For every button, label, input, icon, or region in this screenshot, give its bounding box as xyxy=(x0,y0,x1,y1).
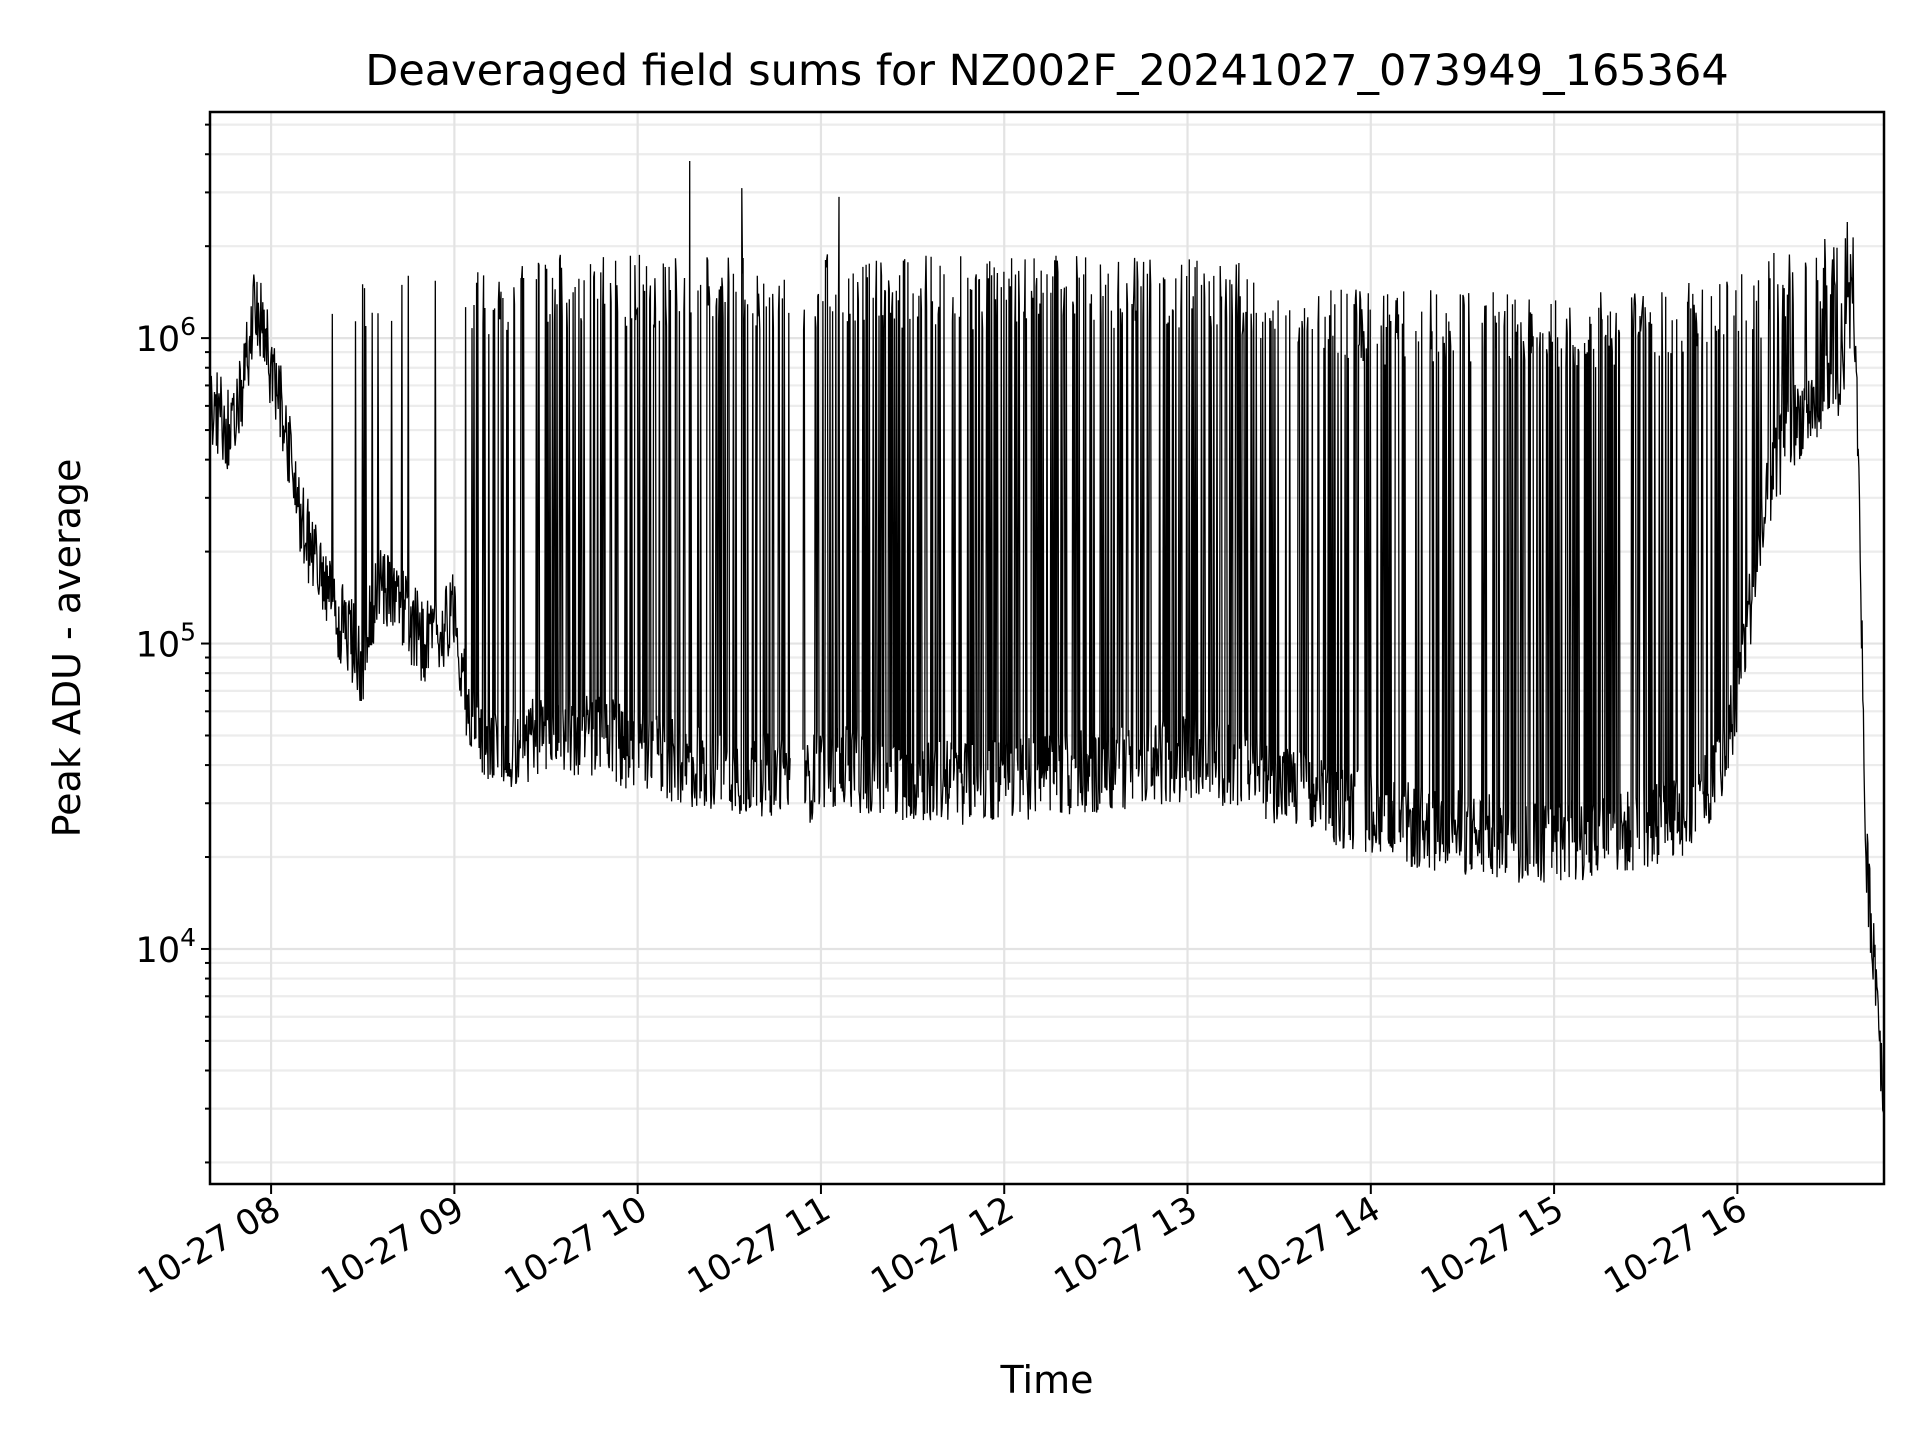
plot-frame xyxy=(208,110,1886,1186)
chart-title: Deaveraged field sums for NZ002F_2024102… xyxy=(365,46,1729,96)
x-axis-label: Time xyxy=(1000,1358,1094,1402)
y-tick-label: 105 xyxy=(136,618,196,666)
y-axis: 104 105 106 xyxy=(136,123,210,1164)
y-tick-label: 106 xyxy=(136,312,196,360)
plot-area xyxy=(209,160,1885,1113)
series-line xyxy=(209,160,1885,1113)
y-axis-label: Peak ADU - average xyxy=(45,459,89,838)
y-tick-label: 104 xyxy=(136,923,196,971)
